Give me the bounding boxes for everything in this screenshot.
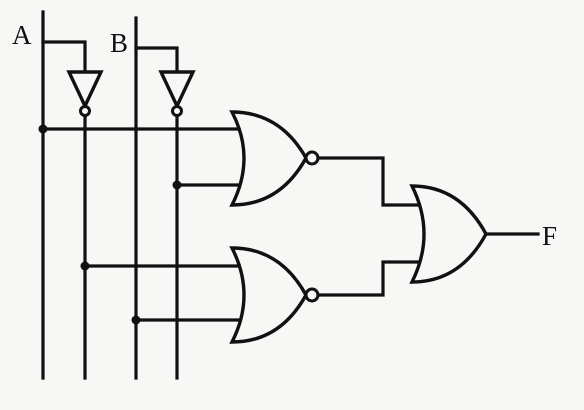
nor-gate-1 (229, 110, 308, 207)
wire-a-to-inverter (41, 40, 87, 72)
wire-b-to-inverter (134, 46, 179, 72)
output-label-f: F (542, 221, 557, 251)
input-label-b: B (110, 28, 128, 58)
junction-not-a-nor2 (80, 261, 90, 271)
or-gate (409, 184, 488, 284)
nor-gate-2-bubble (304, 287, 320, 303)
input-label-a: A (12, 20, 32, 50)
not-gate-a (66, 70, 104, 110)
junction-a-nor1 (38, 124, 48, 134)
nor-gate-2 (229, 246, 308, 344)
not-gate-b-bubble (171, 105, 183, 117)
junction-b-nor1 (172, 180, 182, 190)
wire-nor2-to-or (316, 260, 422, 297)
not-gate-a-bubble (79, 105, 91, 117)
not-gate-b (158, 70, 196, 110)
nor-gate-1-bubble (304, 150, 320, 166)
junction-b-nor2 (131, 315, 141, 325)
wire-nor1-to-or (316, 156, 422, 207)
